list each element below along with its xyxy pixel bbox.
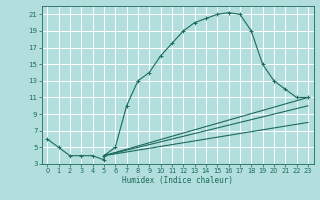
X-axis label: Humidex (Indice chaleur): Humidex (Indice chaleur) <box>122 176 233 185</box>
